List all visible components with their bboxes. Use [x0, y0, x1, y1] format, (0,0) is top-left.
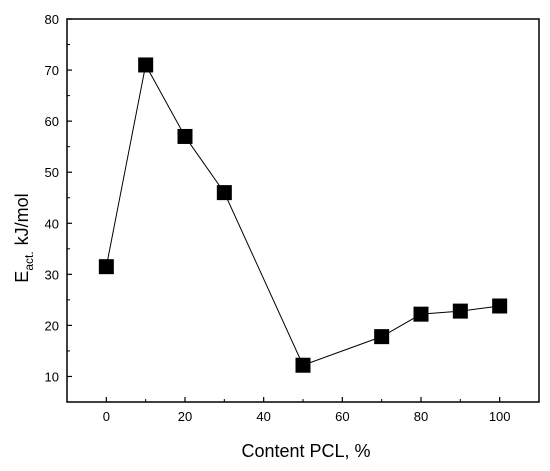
x-tick-label: 100 — [489, 409, 511, 424]
x-tick-label: 40 — [256, 409, 270, 424]
x-tick-label: 80 — [414, 409, 428, 424]
data-point — [138, 57, 154, 73]
series-group — [98, 57, 508, 373]
x-tick-label: 60 — [335, 409, 349, 424]
data-point — [216, 185, 232, 201]
axes: 0 20 40 60 80 100 10 20 30 40 50 60 70 80 — [45, 12, 540, 424]
series-line — [105, 63, 500, 366]
data-point — [492, 298, 508, 314]
y-tick-label: 80 — [45, 12, 59, 27]
x-tick-label: 0 — [103, 409, 110, 424]
y-axis-title-subscript: act. — [22, 251, 36, 270]
data-point — [413, 306, 429, 322]
y-tick-label: 30 — [45, 267, 59, 282]
x-tick-label: 20 — [178, 409, 192, 424]
data-point — [295, 357, 311, 373]
data-point — [177, 128, 193, 144]
data-point — [452, 303, 468, 319]
y-tick-label: 40 — [45, 216, 59, 231]
y-tick-label: 20 — [45, 318, 59, 333]
y-axis-title-unit: kJ/mol — [12, 193, 32, 245]
y-axis-title: Eact. kJ/mol — [12, 193, 36, 282]
x-axis-title: Content PCL, % — [241, 441, 370, 461]
plot-frame — [66, 18, 540, 403]
y-tick-label: 70 — [45, 63, 59, 78]
y-tick-label: 50 — [45, 165, 59, 180]
data-point — [374, 329, 390, 345]
y-tick-label: 60 — [45, 114, 59, 129]
y-axis-title-symbol: E — [12, 271, 32, 283]
data-point — [98, 259, 114, 275]
y-tick-label: 10 — [45, 369, 59, 384]
